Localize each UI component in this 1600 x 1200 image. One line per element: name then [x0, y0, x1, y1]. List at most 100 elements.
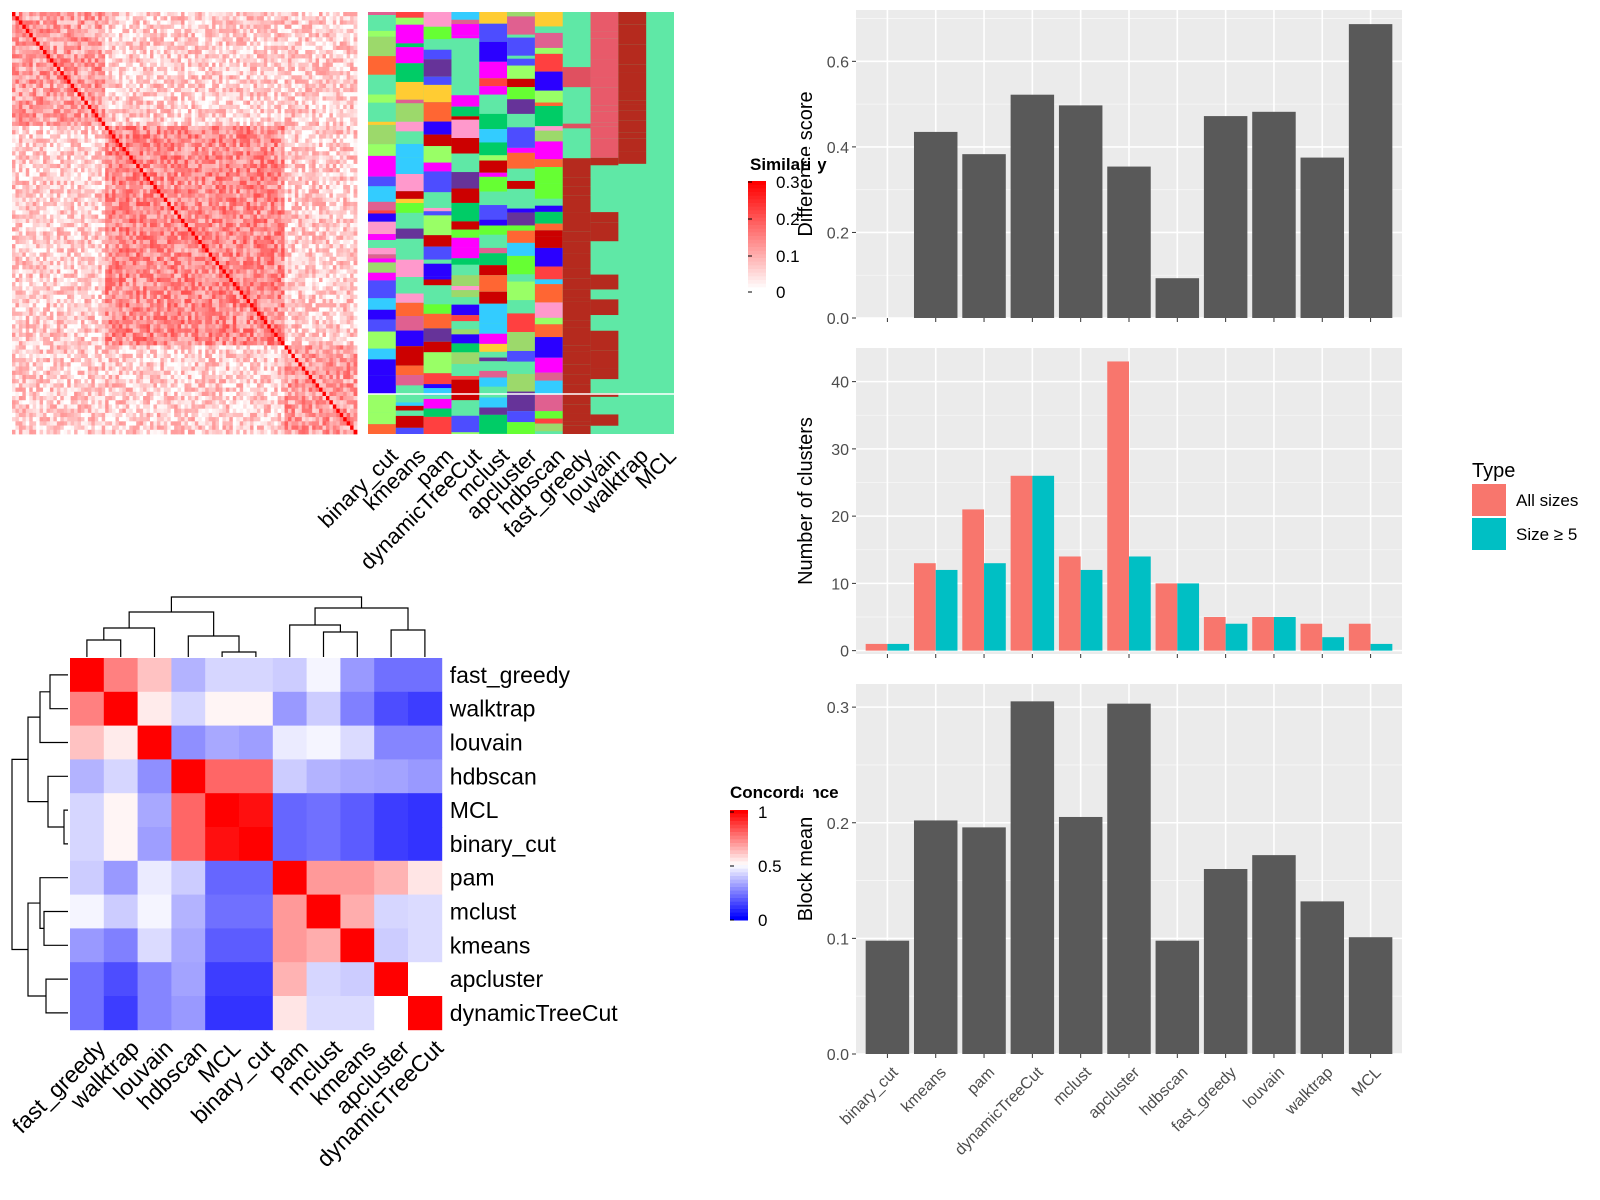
similarity-cell	[250, 104, 254, 110]
similarity-cell	[67, 176, 72, 182]
similarity-cell	[215, 130, 220, 135]
similarity-cell	[219, 206, 223, 211]
similarity-cell	[29, 206, 34, 211]
similarity-cell	[184, 197, 189, 203]
similarity-cell	[325, 155, 330, 161]
similarity-cell	[336, 168, 341, 173]
similarity-cell	[219, 134, 223, 139]
similarity-cell	[139, 138, 144, 144]
similarity-cell	[18, 37, 23, 42]
similarity-cell	[201, 121, 206, 127]
similarity-cell	[29, 197, 34, 203]
similarity-cell	[319, 16, 323, 21]
similarity-cell	[150, 147, 154, 152]
similarity-cell	[243, 96, 247, 102]
similarity-cell	[329, 28, 334, 34]
similarity-cell	[32, 151, 37, 156]
similarity-cell	[94, 210, 99, 215]
similarity-cell	[350, 130, 354, 135]
similarity-cell	[256, 66, 261, 72]
similarity-cell	[229, 49, 234, 55]
similarity-cell	[215, 168, 220, 173]
similarity-cell	[201, 83, 206, 89]
similarity-cell	[136, 37, 141, 42]
similarity-cell	[288, 147, 292, 152]
similarity-cell	[160, 45, 165, 51]
similarity-cell	[25, 92, 30, 97]
similarity-cell	[267, 197, 272, 203]
similarity-cell	[94, 62, 99, 68]
similarity-cell	[25, 96, 30, 102]
similarity-cell	[336, 54, 341, 59]
similarity-cell	[201, 109, 206, 114]
similarity-cell	[91, 54, 96, 59]
similarity-cell	[67, 201, 72, 207]
similarity-cell	[270, 92, 275, 97]
similarity-cell	[12, 117, 16, 123]
similarity-cell	[253, 214, 258, 220]
similarity-cell	[156, 45, 161, 51]
similarity-cell	[250, 109, 254, 114]
similarity-cell	[322, 193, 327, 199]
similarity-cell	[49, 163, 54, 169]
similarity-cell	[332, 79, 337, 85]
similarity-cell	[346, 100, 351, 106]
similarity-cell	[101, 24, 106, 30]
similarity-cell	[267, 172, 272, 177]
similarity-cell	[243, 79, 247, 85]
similarity-cell	[49, 176, 54, 182]
similarity-cell	[308, 214, 313, 220]
similarity-cell	[112, 185, 116, 190]
similarity-cell	[291, 87, 296, 93]
similarity-cell	[325, 142, 330, 148]
similarity-cell	[43, 16, 47, 21]
similarity-cell	[39, 54, 44, 59]
similarity-cell	[132, 49, 137, 55]
similarity-cell	[336, 33, 341, 38]
similarity-cell	[219, 24, 223, 30]
similarity-cell	[146, 172, 151, 177]
similarity-cell	[270, 75, 275, 80]
similarity-cell	[70, 121, 75, 127]
similarity-cell	[56, 210, 61, 215]
similarity-cell	[315, 28, 320, 34]
similarity-cell	[156, 33, 161, 38]
similarity-cell	[181, 62, 185, 68]
similarity-cell	[87, 37, 92, 42]
similarity-cell	[322, 87, 327, 93]
similarity-cell	[181, 210, 185, 215]
similarity-cell	[236, 104, 241, 110]
similarity-cell	[219, 159, 223, 165]
similarity-cell	[305, 125, 310, 131]
similarity-cell	[46, 75, 51, 80]
similarity-cell	[339, 49, 344, 55]
similarity-cell	[108, 193, 113, 199]
similarity-cell	[222, 104, 227, 110]
similarity-cell	[250, 83, 254, 89]
similarity-cell	[56, 12, 61, 17]
similarity-cell	[94, 206, 99, 211]
similarity-cell	[91, 151, 96, 156]
similarity-cell	[160, 138, 165, 144]
similarity-cell	[112, 121, 116, 127]
similarity-cell	[139, 66, 144, 72]
similarity-cell	[274, 189, 279, 194]
similarity-cell	[98, 66, 103, 72]
similarity-cell	[246, 193, 251, 199]
similarity-cell	[225, 206, 230, 211]
similarity-cell	[288, 96, 292, 102]
similarity-cell	[74, 130, 78, 135]
similarity-cell	[139, 168, 144, 173]
similarity-cell	[81, 100, 85, 106]
similarity-cell	[153, 218, 158, 224]
similarity-cell	[15, 20, 20, 26]
similarity-cell	[143, 33, 147, 38]
similarity-cell	[15, 176, 20, 182]
similarity-cell	[53, 104, 58, 110]
similarity-cell	[263, 92, 268, 97]
similarity-cell	[305, 193, 310, 199]
similarity-cell	[118, 138, 123, 144]
similarity-cell	[98, 180, 103, 186]
similarity-cell	[305, 54, 310, 59]
similarity-cell	[25, 71, 30, 76]
